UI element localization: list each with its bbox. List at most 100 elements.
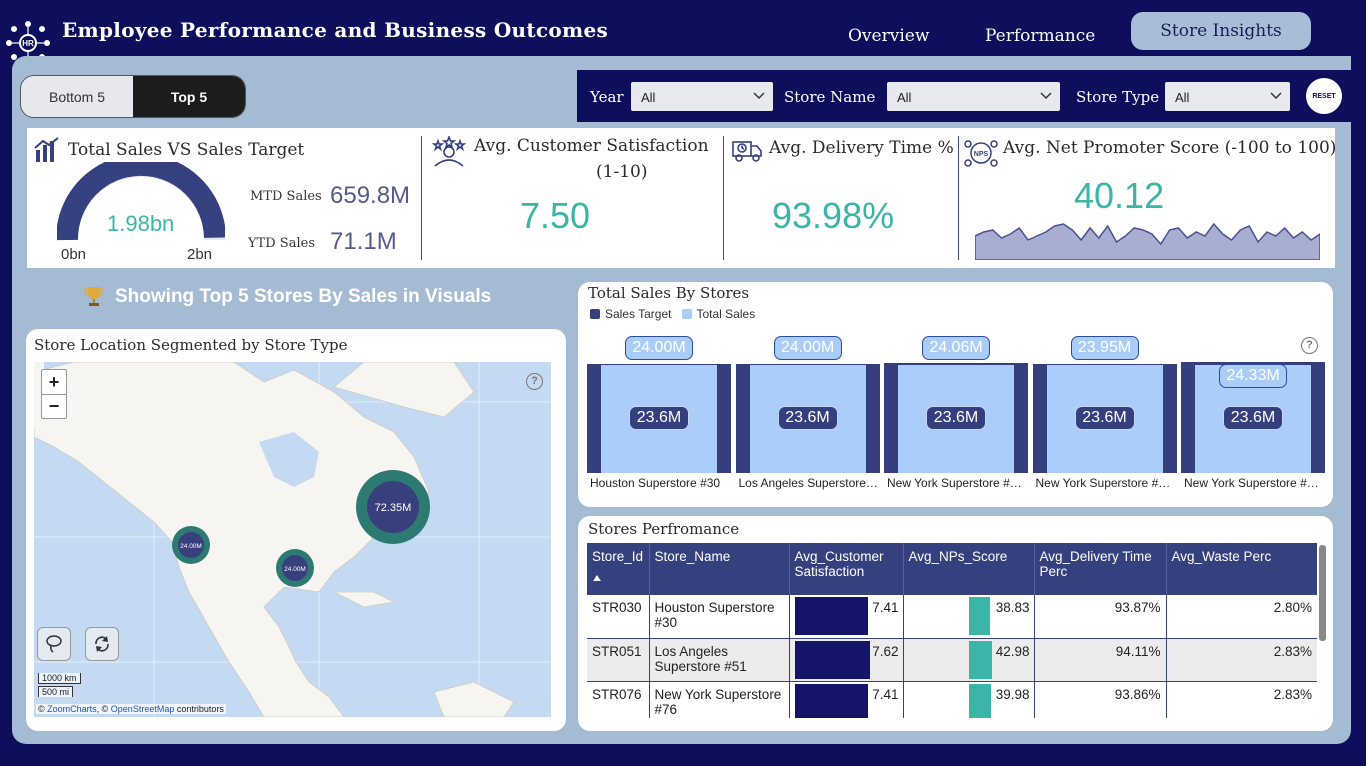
map-credits: © ZoomCharts, © OpenStreetMap contributo… [36, 704, 226, 714]
zoomcharts-link[interactable]: ZoomCharts [47, 704, 97, 714]
reset-button[interactable]: RESET [1304, 76, 1344, 116]
store-category-label: New York Superstore #… [887, 476, 1022, 490]
cell-customer-satisfaction: 7.41 [789, 681, 904, 718]
sales-kpi-title: Total Sales VS Sales Target [68, 140, 305, 160]
col-store-id[interactable]: Store_Id [587, 543, 650, 595]
svg-text:72.35M: 72.35M [375, 502, 412, 514]
zoom-in-button[interactable]: + [42, 370, 66, 395]
cell-waste-perc: 2.83% [1273, 643, 1312, 659]
nps-kpi-title: Avg. Net Promoter Score (-100 to 100) [1003, 138, 1337, 158]
total-sales-label: 23.6M [1074, 406, 1135, 430]
sales-target-label: 24.00M [625, 336, 693, 360]
sales-target-label: 24.33M [1219, 364, 1287, 388]
cell-nps-score: 39.98 [903, 681, 1035, 718]
col-store-name[interactable]: Store_Name [649, 543, 790, 595]
reset-label: RESET [1312, 92, 1336, 100]
nav-performance[interactable]: Performance [985, 26, 1096, 46]
map-refresh-button[interactable] [85, 627, 119, 661]
cell-store-id: STR030 [587, 595, 650, 638]
zoom-out-button[interactable]: − [48, 396, 60, 416]
top-5-button[interactable]: Top 5 [133, 76, 245, 117]
year-dropdown[interactable]: All [631, 82, 773, 111]
sales-target-label: 23.95M [1070, 336, 1139, 360]
col-nps-score[interactable]: Avg_NPs_Score [903, 543, 1035, 595]
nav-store-insights[interactable]: Store Insights [1131, 12, 1311, 50]
cell-delivery-time: 93.87% [1034, 595, 1167, 638]
csat-value: 7.62 [872, 643, 899, 659]
nps-value-cell: 38.83 [995, 600, 1030, 615]
ytd-label: YTD Sales [248, 236, 315, 251]
gauge-min: 0bn [61, 246, 87, 263]
stores-performance-title: Stores Perfromance [588, 520, 740, 538]
total-sales-label: 23.6M [1223, 406, 1283, 430]
page-title: Employee Performance and Business Outcom… [62, 18, 609, 42]
bar-chart-legend: Sales Target Total Sales [590, 307, 755, 321]
sales-target-label: 24.00M [773, 336, 842, 360]
store-category-label: Houston Superstore #30 [590, 476, 721, 490]
col-customer-satisfaction[interactable]: Avg_Customer Satisfaction [789, 543, 904, 595]
bar-chart-help-icon[interactable]: ? [1301, 337, 1318, 354]
cell-store-name: Los Angeles Superstore #51 [649, 638, 790, 681]
lasso-icon [46, 635, 62, 653]
total-sales-label: 23.6M [926, 406, 986, 430]
bar-chart-title: Total Sales By Stores [588, 284, 750, 302]
bottom-5-button[interactable]: Bottom 5 [21, 76, 133, 117]
satisfaction-icon [431, 134, 467, 173]
year-dropdown-value: All [641, 90, 656, 105]
store-type-dropdown[interactable]: All [1165, 82, 1290, 111]
csat-value: 7.41 [872, 600, 899, 615]
cell-customer-satisfaction: 7.62 [789, 638, 904, 681]
total-sales-label: 23.6M [629, 406, 689, 430]
nav-overview[interactable]: Overview [848, 26, 930, 46]
store-name-dropdown-value: All [897, 90, 912, 105]
cell-store-name: Houston Superstore #30 [649, 595, 790, 638]
satisfaction-kpi-title: Avg. Customer Satisfaction [474, 136, 709, 156]
gauge-max: 2bn [187, 246, 213, 263]
map-title: Store Location Segmented by Store Type [34, 336, 348, 354]
col-delivery-time[interactable]: Avg_Delivery Time Perc [1034, 543, 1167, 595]
lasso-tool-button[interactable] [37, 627, 71, 661]
mtd-label: MTD Sales [250, 189, 322, 204]
gauge-value: 1.98bn [107, 211, 175, 236]
map-bubble-south[interactable]: 24.00M [276, 549, 314, 587]
refresh-icon [95, 636, 109, 652]
store-category-label: Los Angeles Superstore… [738, 476, 878, 490]
table-scrollbar[interactable] [1319, 545, 1326, 641]
cell-nps-score: 42.98 [903, 638, 1035, 681]
satisfaction-kpi-subtitle: (1-10) [596, 162, 648, 182]
col-waste-perc[interactable]: Avg_Waste Perc [1171, 549, 1272, 564]
map-bubble-west[interactable]: 24.00M [172, 526, 210, 564]
openstreetmap-link[interactable]: OpenStreetMap [110, 704, 175, 714]
sales-target-label: 24.06M [922, 336, 990, 360]
svg-text:24.00M: 24.00M [180, 543, 202, 550]
kpi-divider [958, 136, 959, 260]
chevron-down-icon [753, 92, 765, 100]
svg-text:HR: HR [22, 39, 34, 48]
legend-swatch-sales [681, 309, 692, 319]
cell-delivery-time: 94.11% [1034, 638, 1167, 681]
store-map[interactable]: 72.35M 24.00M 24.00M [34, 362, 551, 717]
delivery-value: 93.98% [772, 195, 895, 236]
legend-sales-target: Sales Target [605, 307, 672, 321]
ytd-value: 71.1M [330, 228, 397, 255]
cell-store-id: STR076 [587, 681, 650, 718]
satisfaction-value: 7.50 [520, 195, 591, 236]
legend-swatch-target [590, 309, 600, 319]
store-name-dropdown[interactable]: All [887, 82, 1060, 111]
table-row[interactable]: STR030 Houston Superstore #30 7.41 38.83 93.… [587, 595, 1317, 638]
cell-nps-score: 38.83 [903, 595, 1035, 638]
total-sales-label: 23.6M [777, 406, 838, 430]
csat-value: 7.41 [872, 686, 899, 702]
map-help-icon[interactable]: ? [526, 373, 543, 390]
year-filter-label: Year [590, 88, 624, 106]
cell-delivery-time: 93.86% [1034, 681, 1167, 718]
cell-waste-perc: 2.80% [1273, 600, 1312, 615]
nps-sparkline [975, 222, 1320, 260]
map-bubble-large[interactable]: 72.35M [356, 470, 430, 544]
store-category-label: New York Superstore #… [1184, 476, 1319, 490]
table-row[interactable]: STR051 Los Angeles Superstore #51 7.62 42.9… [587, 638, 1317, 681]
table-row[interactable]: STR076 New York Superstore #76 7.41 39.98 93… [587, 681, 1317, 718]
stores-performance-table[interactable]: Store_Id Store_Name Avg_Customer Satisfa… [587, 543, 1317, 718]
mtd-value: 659.8M [330, 182, 411, 209]
sales-chart-icon [33, 136, 61, 169]
